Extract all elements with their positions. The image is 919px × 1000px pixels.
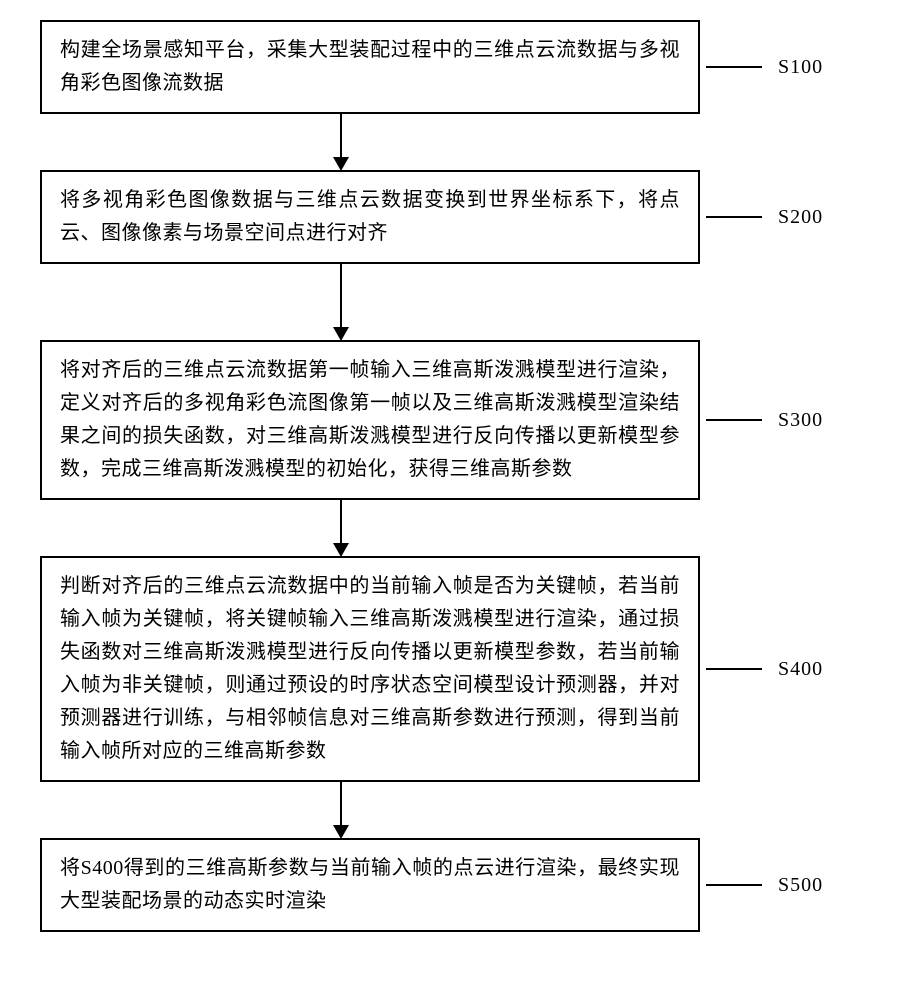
flowchart-container: 构建全场景感知平台，采集大型装配过程中的三维点云流数据与多视角彩色图像流数据 S1… [40,20,879,932]
label-holder: S300 [700,409,879,432]
arrow-head-icon [333,327,349,341]
arrow-connector [40,114,879,170]
step-label: S500 [778,874,823,897]
arrow-line [340,500,342,544]
arrow-head-icon [333,543,349,557]
connector-tick [706,884,762,886]
connector-tick [706,66,762,68]
step-text: 将对齐后的三维点云流数据第一帧输入三维高斯泼溅模型进行渲染，定义对齐后的多视角彩… [60,354,680,486]
arrow-head-icon [333,825,349,839]
step-text: 将多视角彩色图像数据与三维点云数据变换到世界坐标系下，将点云、图像像素与场景空间… [60,184,680,250]
flowchart-step: 判断对齐后的三维点云流数据中的当前输入帧是否为关键帧，若当前输入帧为关键帧，将关… [40,556,879,782]
label-holder: S500 [700,874,879,897]
label-holder: S200 [700,206,879,229]
connector-tick [706,668,762,670]
step-text: 判断对齐后的三维点云流数据中的当前输入帧是否为关键帧，若当前输入帧为关键帧，将关… [60,570,680,768]
label-holder: S100 [700,56,879,79]
flowchart-step: 将多视角彩色图像数据与三维点云数据变换到世界坐标系下，将点云、图像像素与场景空间… [40,170,879,264]
step-label: S200 [778,206,823,229]
arrow-line [340,114,342,158]
step-label: S400 [778,658,823,681]
arrow-head-icon [333,157,349,171]
step-box: 判断对齐后的三维点云流数据中的当前输入帧是否为关键帧，若当前输入帧为关键帧，将关… [40,556,700,782]
connector-tick [706,419,762,421]
step-box: 构建全场景感知平台，采集大型装配过程中的三维点云流数据与多视角彩色图像流数据 [40,20,700,114]
step-label: S100 [778,56,823,79]
arrow-line [340,264,342,328]
flowchart-step: 将S400得到的三维高斯参数与当前输入帧的点云进行渲染，最终实现大型装配场景的动… [40,838,879,932]
flowchart-step: 构建全场景感知平台，采集大型装配过程中的三维点云流数据与多视角彩色图像流数据 S1… [40,20,879,114]
arrow-connector [40,782,879,838]
step-box: 将S400得到的三维高斯参数与当前输入帧的点云进行渲染，最终实现大型装配场景的动… [40,838,700,932]
step-text: 构建全场景感知平台，采集大型装配过程中的三维点云流数据与多视角彩色图像流数据 [60,34,680,100]
step-text: 将S400得到的三维高斯参数与当前输入帧的点云进行渲染，最终实现大型装配场景的动… [60,852,680,918]
connector-tick [706,216,762,218]
step-label: S300 [778,409,823,432]
arrow-line [340,782,342,826]
step-box: 将对齐后的三维点云流数据第一帧输入三维高斯泼溅模型进行渲染，定义对齐后的多视角彩… [40,340,700,500]
label-holder: S400 [700,658,879,681]
arrow-connector [40,500,879,556]
flowchart-step: 将对齐后的三维点云流数据第一帧输入三维高斯泼溅模型进行渲染，定义对齐后的多视角彩… [40,340,879,500]
step-box: 将多视角彩色图像数据与三维点云数据变换到世界坐标系下，将点云、图像像素与场景空间… [40,170,700,264]
arrow-connector [40,264,879,340]
